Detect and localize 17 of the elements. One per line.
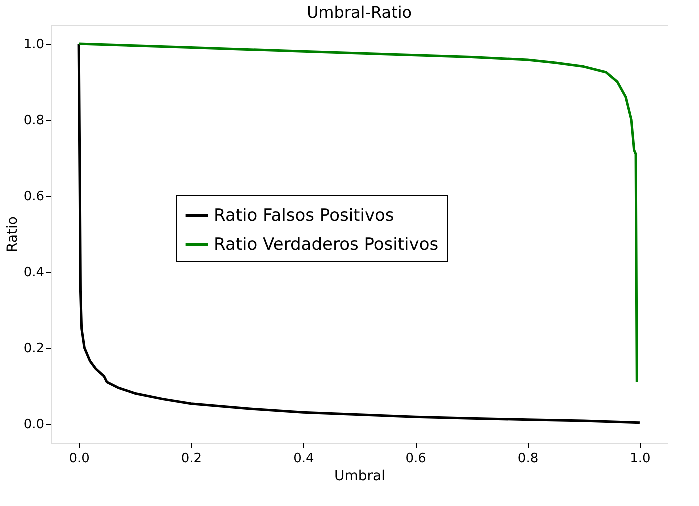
legend-label: Ratio Verdaderos Positivos	[214, 235, 439, 255]
y-tick-label: 0.8	[24, 114, 44, 128]
x-tick-label: 0.2	[181, 452, 202, 466]
y-tick-label: 1.0	[24, 38, 44, 52]
x-axis-title: Umbral	[334, 468, 386, 484]
chart-title: Umbral-Ratio	[306, 3, 412, 22]
x-tick-label: 0.4	[294, 452, 314, 466]
y-tick-label: 0.2	[24, 342, 44, 356]
x-tick-label: 1.0	[630, 452, 651, 466]
y-axis-title: Ratio	[4, 216, 21, 252]
x-tick-label: 0.0	[69, 452, 90, 466]
x-tick-label: 0.8	[518, 452, 539, 466]
legend-label: Ratio Falsos Positivos	[214, 206, 394, 226]
y-tick-label: 0.4	[24, 266, 44, 280]
x-tick-label: 0.6	[406, 452, 426, 466]
y-tick-label: 0.0	[24, 418, 44, 432]
y-tick-label: 0.6	[24, 190, 44, 204]
